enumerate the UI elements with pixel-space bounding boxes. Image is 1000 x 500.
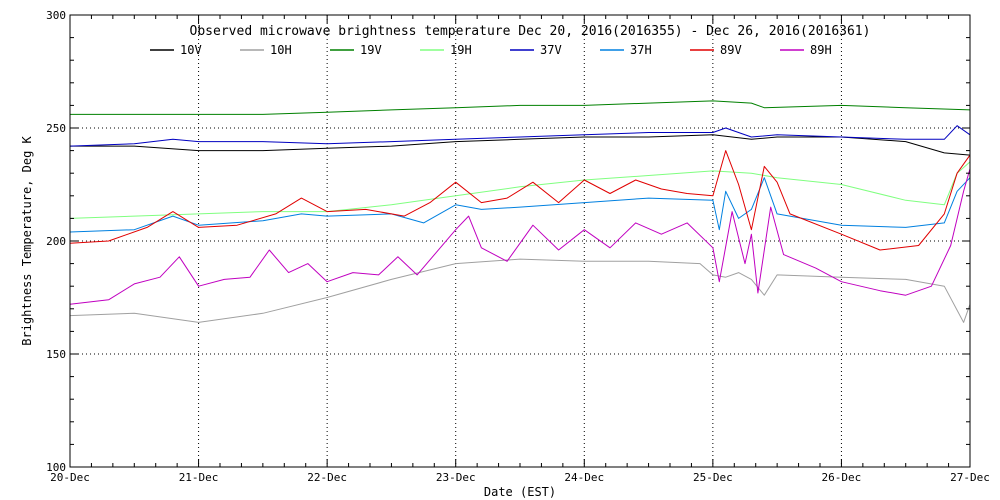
legend-label: 10V <box>180 43 202 57</box>
series-line-37v <box>69 125 971 147</box>
y-tick-label: 200 <box>46 235 66 248</box>
chart-title: Observed microwave brightness temperatur… <box>190 24 871 39</box>
axis-ticks: 20-Dec 21-Dec 22-Dec 23-Dec 24-Dec 25-Dec 26-D… <box>46 9 990 484</box>
x-tick-label: 22-Dec <box>307 471 347 484</box>
legend-label: 10H <box>270 43 292 57</box>
y-axis-label: Brightness Temperature, Deg K <box>20 135 34 345</box>
y-tick-label: 250 <box>46 122 66 135</box>
series-line-19h <box>69 161 971 219</box>
y-tick-label: 150 <box>46 348 66 361</box>
x-tick-label: 26-Dec <box>822 471 862 484</box>
x-tick-label: 25-Dec <box>693 471 733 484</box>
legend-label: 89H <box>810 43 832 57</box>
legend-label: 37H <box>630 43 652 57</box>
legend-label: 89V <box>720 43 742 57</box>
legend-label: 37V <box>540 43 562 57</box>
x-tick-label: 27-Dec <box>950 471 990 484</box>
legend: 10V 10H 19V 19H 37V 37H 89V 89H <box>150 43 832 57</box>
plot-series <box>69 100 971 323</box>
grid-lines <box>70 15 970 467</box>
legend-label: 19V <box>360 43 382 57</box>
x-tick-label: 21-Dec <box>179 471 219 484</box>
x-tick-label: 20-Dec <box>50 471 90 484</box>
y-tick-label: 300 <box>46 9 66 22</box>
series-line-10h <box>69 258 971 323</box>
y-tick-label: 100 <box>46 461 66 474</box>
series-line-89v <box>69 150 971 251</box>
x-axis-label: Date (EST) <box>484 485 556 499</box>
series-line-10v <box>70 134 971 156</box>
series-line-89h <box>69 168 971 305</box>
series-line-37h <box>69 177 971 233</box>
x-tick-label: 23-Dec <box>436 471 476 484</box>
x-tick-label: 24-Dec <box>564 471 604 484</box>
series-line-19v <box>70 100 971 115</box>
legend-label: 19H <box>450 43 472 57</box>
